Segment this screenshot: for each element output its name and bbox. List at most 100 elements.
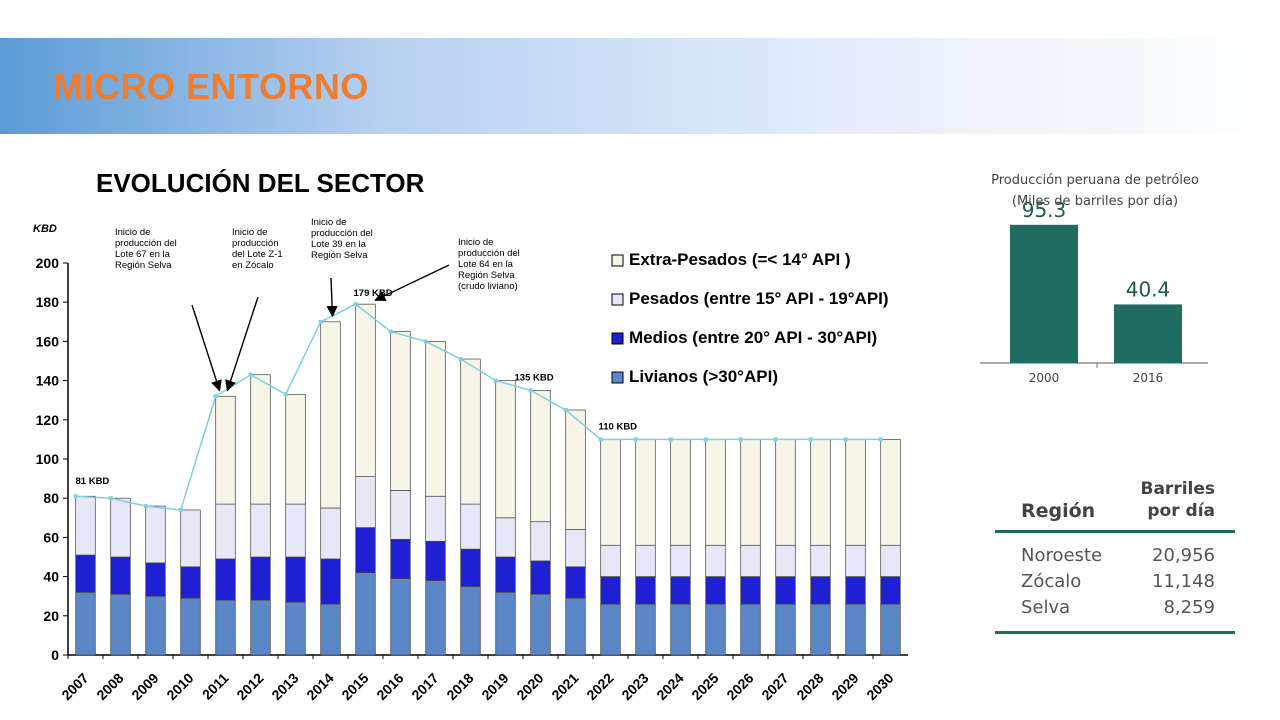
x-tick-label: 2010 (163, 670, 196, 703)
table-row: Selva 8,259 (995, 595, 1235, 621)
bar-segment (845, 603, 866, 656)
trend-point (388, 329, 393, 334)
trend-point (283, 392, 288, 397)
annotation-line: producción (232, 238, 278, 249)
x-tick-label: 2027 (758, 670, 791, 703)
production-value-label: 40.4 (1126, 277, 1171, 301)
bar-segment (530, 560, 551, 595)
annotation-line: Lote 67 en la (115, 249, 171, 260)
data-label: 179 KBD (354, 288, 393, 299)
annotation-line: Lote 64 en la (458, 259, 514, 270)
trend-point (703, 437, 708, 442)
bar-segment (880, 603, 901, 656)
bar-segment (215, 395, 236, 505)
total-trend-line (75, 303, 881, 511)
x-tick-label: 2011 (199, 670, 232, 703)
bar-segment (110, 556, 131, 595)
bar-segment (250, 556, 271, 601)
bar-segment (775, 576, 796, 605)
y-tick-label: 80 (43, 490, 59, 506)
y-tick-label: 200 (36, 255, 60, 271)
bar-segment (75, 591, 96, 656)
bar-segment (75, 554, 96, 593)
trend-point (738, 437, 743, 442)
legend-label: Livianos (>30°API) (629, 367, 778, 386)
production-value-label: 95.3 (1022, 198, 1067, 222)
y-tick-label: 180 (36, 294, 60, 310)
y-tick-label: 120 (36, 412, 60, 428)
bar-segment (530, 521, 551, 562)
bar-segment (565, 597, 586, 656)
header-banner: MICRO ENTORNO (0, 38, 1280, 134)
region-name: Selva (1021, 597, 1071, 618)
table-row: Noroeste 20,956 (995, 543, 1235, 569)
bar-segment (740, 576, 761, 605)
x-tick-label: 2023 (618, 670, 651, 703)
annotation-line: Región Selva (458, 270, 515, 281)
region-name: Zócalo (1021, 571, 1082, 592)
bar-segment (460, 503, 481, 550)
bar-segment (180, 509, 201, 568)
bar-segment (425, 540, 446, 581)
bar-segment (355, 476, 376, 528)
y-axis-label: KBD (33, 223, 57, 235)
bar-segment (565, 529, 586, 568)
bar-segment (425, 495, 446, 542)
bar-segment (705, 603, 726, 656)
bar-segment (145, 595, 166, 656)
data-label: 110 KBD (599, 421, 638, 432)
trend-point (633, 437, 638, 442)
bar-segment (215, 599, 236, 656)
bar-segment (670, 544, 691, 577)
legend-swatch (611, 293, 624, 306)
y-tick-label: 60 (43, 529, 59, 545)
annotation-line: del Lote Z-1 (232, 249, 283, 260)
bar-segment (495, 380, 516, 519)
trend-point (843, 437, 848, 442)
table-row: Zócalo 11,148 (995, 569, 1235, 595)
bar-segment (250, 374, 271, 505)
legend-label: Extra-Pesados (=< 14° API ) (629, 250, 851, 269)
x-tick-label: 2012 (233, 670, 266, 703)
bar-segment (600, 439, 621, 546)
trend-point (668, 437, 673, 442)
bar-segment (670, 576, 691, 605)
y-tick-label: 140 (36, 373, 60, 389)
bar-segment (635, 576, 656, 605)
bar-segment (600, 544, 621, 577)
bar-segment (600, 603, 621, 656)
y-tick-label: 40 (43, 569, 59, 585)
x-tick-label: 2028 (793, 670, 826, 703)
x-tick-label: 2015 (338, 670, 371, 703)
bar-segment (565, 566, 586, 599)
bar-segment (845, 576, 866, 605)
annotation-arrow (374, 264, 450, 301)
bar-segment (180, 566, 201, 599)
x-tick-label: 2020 (513, 670, 546, 703)
x-tick-label: 2007 (58, 670, 91, 703)
bar-segment (180, 597, 201, 656)
trend-point (528, 388, 533, 393)
bar-segment (495, 556, 516, 593)
bar-segment (390, 539, 411, 579)
trend-point (143, 504, 148, 509)
x-tick-label: 2026 (723, 670, 756, 703)
bar-segment (880, 544, 901, 577)
bar-segment (285, 503, 306, 558)
bar-segment (390, 490, 411, 540)
x-tick-label: 2017 (408, 670, 441, 703)
bar-segment (845, 439, 866, 546)
table-body: Noroeste 20,956 Zócalo 11,148 Selva 8,259 (995, 533, 1235, 634)
annotation-line: producción del (458, 248, 520, 259)
x-tick-label: 2024 (653, 670, 686, 703)
bar-segment (355, 572, 376, 656)
page-title: MICRO ENTORNO (53, 66, 369, 107)
production-bar (1114, 304, 1182, 363)
bar-segment (740, 439, 761, 546)
bar-segment (880, 576, 901, 605)
legend-swatch (611, 371, 624, 384)
bar-segment (460, 548, 481, 587)
section-title: EVOLUCIÓN DEL SECTOR (96, 168, 425, 198)
bar-segment (810, 439, 831, 546)
